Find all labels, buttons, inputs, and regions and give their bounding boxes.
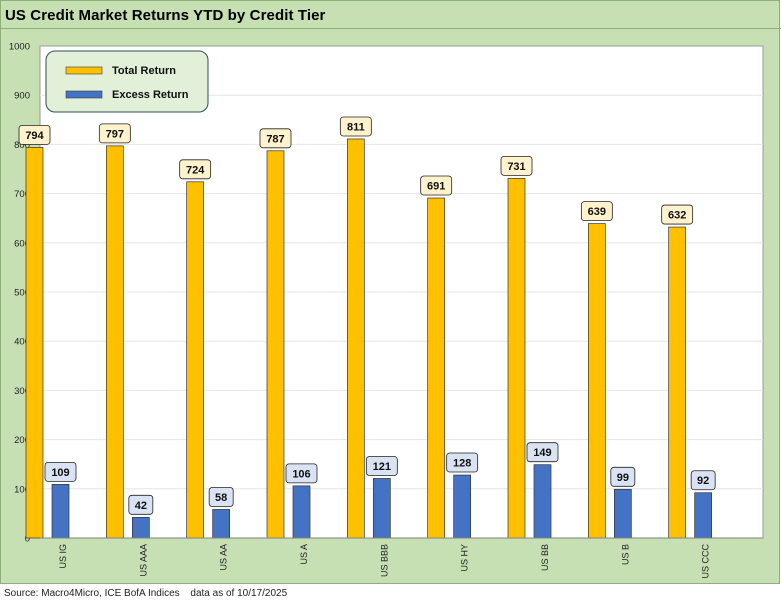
- data-label-box-excess-return-us-hy: [446, 452, 479, 473]
- y-tick-label-100: 100: [14, 484, 30, 495]
- bar-excess-return-us-b: [613, 488, 632, 539]
- data-label-box-excess-return-us-ig: [44, 461, 77, 482]
- data-label-box-excess-return-us-a: [285, 463, 318, 484]
- data-label-total-return-us-aa: 724: [186, 164, 205, 176]
- data-label-excess-return-us-a: 106: [292, 468, 310, 480]
- x-tick-label-us-bb: US BB: [540, 544, 550, 571]
- bar-total-return-us-hy: [427, 197, 446, 539]
- data-label-excess-return-us-ccc: 92: [697, 475, 709, 487]
- y-tick-label-200: 200: [14, 435, 30, 446]
- bar-total-return-us-b: [587, 223, 606, 539]
- legend-box: [45, 50, 209, 113]
- data-label-box-excess-return-us-bbb: [365, 456, 398, 476]
- bar-excess-return-us-ig: [51, 484, 70, 539]
- data-label-total-return-us-aaa: 797: [106, 128, 124, 140]
- data-label-total-return-us-bbb: 811: [347, 121, 365, 133]
- data-label-box-excess-return-us-ccc: [690, 470, 716, 491]
- y-tick-label-400: 400: [14, 337, 30, 348]
- data-label-box-total-return-us-a: [259, 128, 292, 149]
- legend-label-excess-return: Excess Return: [112, 89, 189, 101]
- bar-excess-return-us-aa: [212, 509, 231, 539]
- bar-excess-return-us-bb: [533, 464, 552, 539]
- x-tick-label-us-a: US A: [299, 544, 309, 565]
- data-label-total-return-us-b: 639: [588, 206, 606, 218]
- gridlines: [40, 94, 763, 490]
- x-axis: US IG US AAA US AA US A US BBB US HY US BB US B…: [40, 537, 763, 579]
- data-label-total-return-us-bb: 731: [507, 161, 525, 173]
- source-text: Source: Macro4Micro, ICE BofA Indices: [4, 588, 180, 599]
- data-label-box-total-return-us-hy: [420, 175, 453, 196]
- x-tick-label-us-ccc: US CCC: [701, 544, 711, 579]
- source-note: Source: Macro4Micro, ICE BofA Indices da…: [4, 588, 295, 599]
- data-label-box-total-return-us-ig: [18, 124, 51, 145]
- legend-label-total-return: Total Return: [112, 65, 176, 77]
- y-tick-label-0: 0: [25, 534, 30, 545]
- bar-total-return-us-bb: [507, 177, 526, 539]
- x-tick-label-us-b: US B: [620, 544, 630, 565]
- bar-total-return-us-aaa: [105, 145, 124, 539]
- y-tick-label-700: 700: [14, 189, 30, 200]
- data-label-total-return-us-a: 787: [266, 133, 284, 145]
- data-label-box-total-return-us-bb: [500, 155, 533, 176]
- data-label-box-total-return-us-aa: [179, 159, 212, 180]
- data-label-box-total-return-us-bbb: [339, 116, 372, 137]
- data-label-excess-return-us-aa: 58: [215, 492, 227, 504]
- data-label-excess-return-us-b: 99: [617, 472, 629, 484]
- data-label-box-total-return-us-ccc: [661, 204, 694, 225]
- data-label-total-return-us-ig: 794: [25, 130, 44, 142]
- y-tick-label-800: 800: [14, 140, 30, 151]
- y-axis: 0 100 200 300 400 500 600 700 800 900 1000: [9, 42, 30, 545]
- data-label-excess-return-us-bb: 149: [533, 447, 551, 459]
- legend: Total Return Excess Return: [45, 50, 209, 113]
- x-tick-label-us-aaa: US AAA: [138, 544, 148, 577]
- y-tick-label-500: 500: [14, 288, 30, 299]
- data-label-box-excess-return-us-bb: [526, 442, 559, 463]
- data-label-excess-return-us-ig: 109: [51, 467, 69, 479]
- chart-title: US Credit Market Returns YTD by Credit T…: [5, 7, 326, 24]
- title-divider: [1, 28, 781, 29]
- y-tick-label-300: 300: [14, 386, 30, 397]
- bar-excess-return-us-bbb: [372, 478, 391, 539]
- legend-swatch-total-return: [65, 66, 103, 75]
- data-label-excess-return-us-hy: 128: [453, 458, 471, 470]
- data-label-excess-return-us-bbb: 121: [373, 461, 391, 473]
- data-label-box-total-return-us-aaa: [98, 123, 131, 144]
- y-tick-label-900: 900: [14, 91, 30, 102]
- bars: [25, 138, 713, 539]
- bar-excess-return-us-hy: [453, 474, 472, 539]
- bar-total-return-us-ig: [25, 147, 44, 539]
- bar-total-return-us-ccc: [668, 226, 687, 539]
- data-label-box-excess-return-us-aaa: [128, 494, 154, 515]
- x-tick-label-us-hy: US HY: [460, 544, 470, 572]
- y-tick-label-600: 600: [14, 238, 30, 249]
- x-tick-label-us-aa: US AA: [219, 544, 229, 571]
- data-label-excess-return-us-aaa: 42: [135, 500, 147, 512]
- data-label-box-excess-return-us-aa: [208, 487, 234, 507]
- data-label-total-return-us-ccc: 632: [668, 210, 686, 222]
- legend-swatch-excess-return: [65, 90, 103, 99]
- x-tick-label-us-bbb: US BBB: [379, 544, 389, 577]
- bar-excess-return-us-a: [292, 485, 311, 539]
- data-label-box-excess-return-us-b: [610, 466, 636, 487]
- x-tick-label-us-ig: US IG: [58, 544, 68, 569]
- bar-total-return-us-aa: [186, 181, 205, 539]
- bar-excess-return-us-ccc: [694, 492, 713, 539]
- data-label-total-return-us-hy: 691: [427, 181, 445, 193]
- bar-total-return-us-bbb: [346, 138, 365, 539]
- y-tick-label-1000: 1000: [9, 42, 30, 53]
- data-date-text: data as of 10/17/2025: [190, 588, 288, 599]
- bar-total-return-us-a: [266, 150, 285, 539]
- data-label-box-total-return-us-b: [580, 201, 613, 222]
- data-labels: 794 109 797 42 724 58 787 106 811 121 691 128 731 149…: [18, 116, 716, 515]
- bar-excess-return-us-aaa: [131, 516, 150, 539]
